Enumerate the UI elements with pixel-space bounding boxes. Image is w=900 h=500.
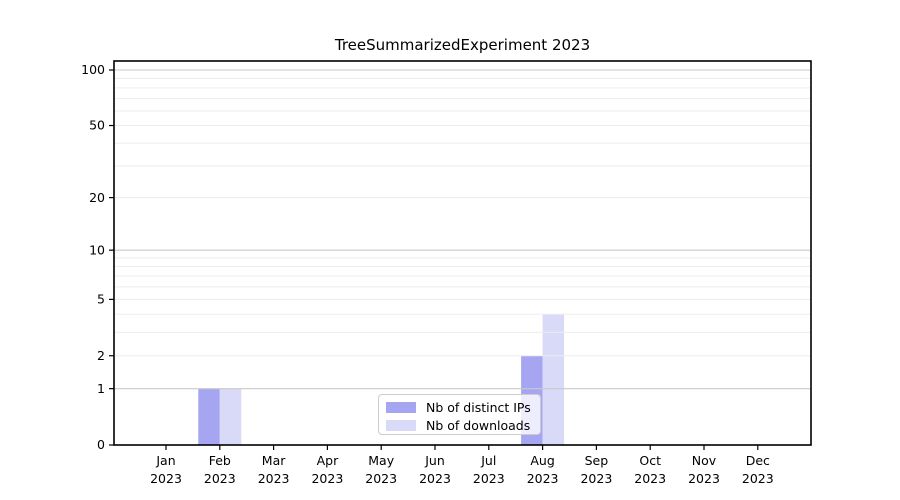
- y-tick-label: 5: [97, 292, 105, 307]
- x-tick-label-month: Nov: [692, 453, 717, 468]
- x-tick-label-month: Dec: [746, 453, 770, 468]
- legend-swatch-downloads-icon: [386, 420, 416, 431]
- x-tick-label-year: 2023: [473, 471, 505, 486]
- x-tick-label-month: Feb: [209, 453, 231, 468]
- x-tick-label-month: Sep: [585, 453, 609, 468]
- x-tick-label-year: 2023: [419, 471, 451, 486]
- legend-item-distinct-ips: Nb of distinct IPs: [386, 400, 540, 415]
- bar-distinct-ips-Feb: [198, 388, 220, 445]
- x-tick-label-year: 2023: [204, 471, 236, 486]
- y-tick-label: 50: [89, 118, 105, 133]
- x-tick-label-year: 2023: [311, 471, 343, 486]
- x-tick-label-year: 2023: [688, 471, 720, 486]
- x-tick-label-year: 2023: [580, 471, 612, 486]
- bar-downloads-Feb: [219, 388, 242, 445]
- chart-title: TreeSummarizedExperiment 2023: [334, 36, 591, 54]
- y-tick-label: 20: [89, 190, 105, 205]
- y-tick-label: 0: [97, 437, 105, 452]
- y-tick-label: 10: [89, 242, 105, 257]
- plot-spines: [113, 60, 812, 446]
- x-tick-label-year: 2023: [742, 471, 774, 486]
- legend: Nb of distinct IPs Nb of downloads: [378, 394, 541, 435]
- y-tick-label: 2: [97, 348, 105, 363]
- x-tick-label-year: 2023: [258, 471, 290, 486]
- x-tick-label-year: 2023: [634, 471, 666, 486]
- x-tick-label-month: Apr: [317, 453, 339, 468]
- legend-label-downloads: Nb of downloads: [426, 418, 531, 433]
- x-tick-label-month: Mar: [262, 453, 286, 468]
- x-tick-label-month: Jun: [424, 453, 445, 468]
- x-tick-label-year: 2023: [365, 471, 397, 486]
- y-tick-label: 100: [81, 62, 105, 77]
- legend-label-distinct-ips: Nb of distinct IPs: [426, 400, 531, 415]
- bar-downloads-Aug: [542, 314, 565, 445]
- legend-item-downloads: Nb of downloads: [386, 418, 540, 433]
- x-tick-label-month: May: [368, 453, 394, 468]
- x-tick-label-month: Oct: [639, 453, 661, 468]
- y-tick-label: 1: [97, 381, 105, 396]
- x-tick-label-month: Jul: [480, 453, 496, 468]
- x-tick-label-month: Jan: [155, 453, 175, 468]
- legend-swatch-distinct-ips-icon: [386, 402, 416, 413]
- x-tick-label-year: 2023: [150, 471, 182, 486]
- x-tick-label-month: Aug: [530, 453, 554, 468]
- x-tick-label-year: 2023: [527, 471, 559, 486]
